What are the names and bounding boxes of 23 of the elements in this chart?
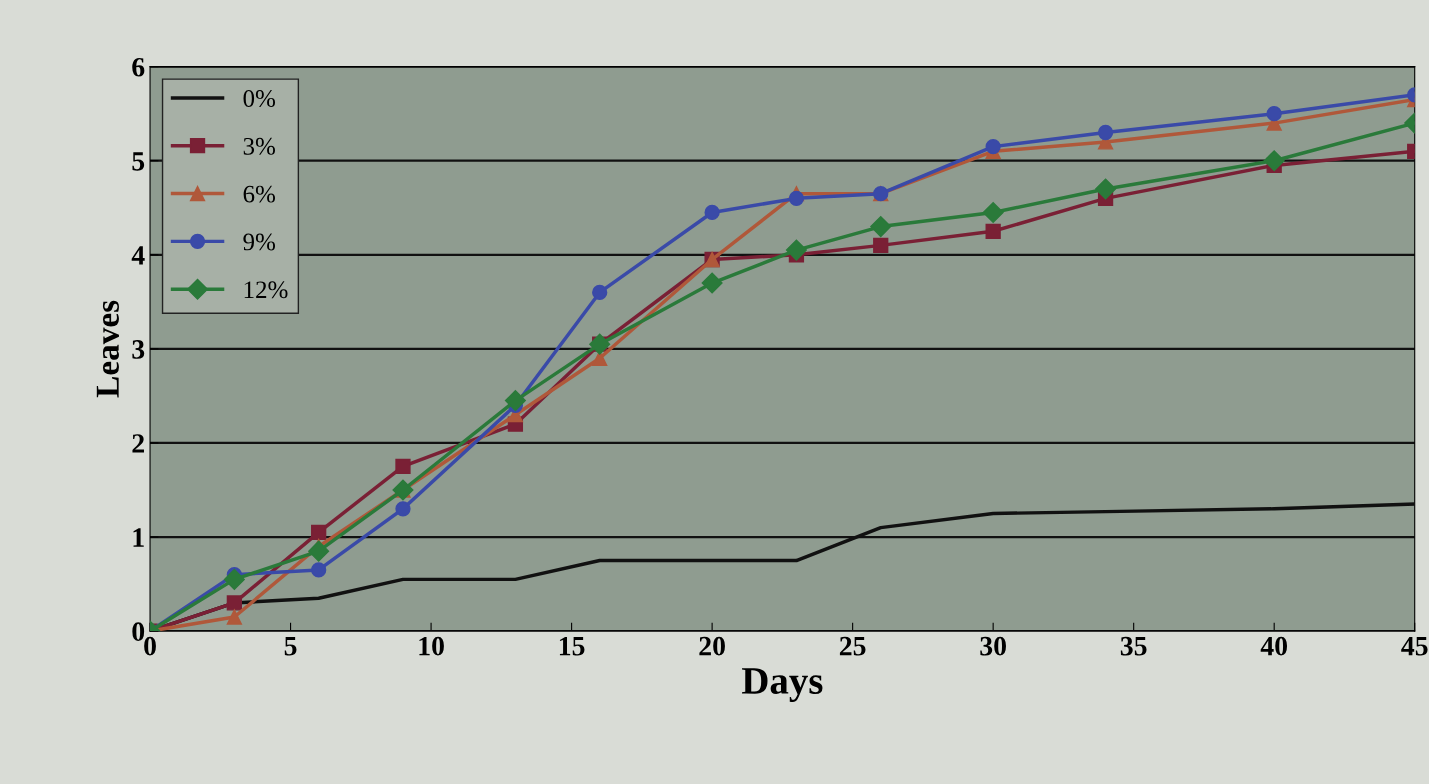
legend-label: 9% — [243, 233, 276, 251]
y-tick-label: 6 — [132, 57, 145, 77]
x-tick-label: 45 — [1401, 636, 1428, 656]
y-tick-label: 3 — [132, 340, 145, 359]
x-tick-label: 35 — [1120, 636, 1147, 656]
y-tick-label: 1 — [133, 528, 144, 547]
y-tick-label: 5 — [132, 152, 145, 171]
x-tick-label: 5 — [284, 637, 297, 656]
x-tick-label: 25 — [839, 636, 866, 656]
y-axis-title: Leaves — [96, 300, 119, 398]
y-tick-label: 4 — [131, 246, 145, 265]
x-tick-label: 30 — [980, 636, 1006, 656]
legend-label: 0% — [243, 90, 276, 107]
y-tick-label: 2 — [132, 434, 144, 453]
legend-label: 3% — [243, 137, 276, 155]
x-tick-label: 15 — [559, 636, 585, 656]
x-tick-label: 40 — [1260, 636, 1288, 656]
x-axis-title: Days — [742, 668, 823, 702]
y-tick-label: 0 — [132, 622, 145, 642]
x-tick-label: 10 — [419, 636, 444, 656]
legend-label: 6% — [243, 185, 276, 203]
x-tick-label: 20 — [699, 636, 725, 656]
legend-label: 12% — [244, 281, 288, 299]
